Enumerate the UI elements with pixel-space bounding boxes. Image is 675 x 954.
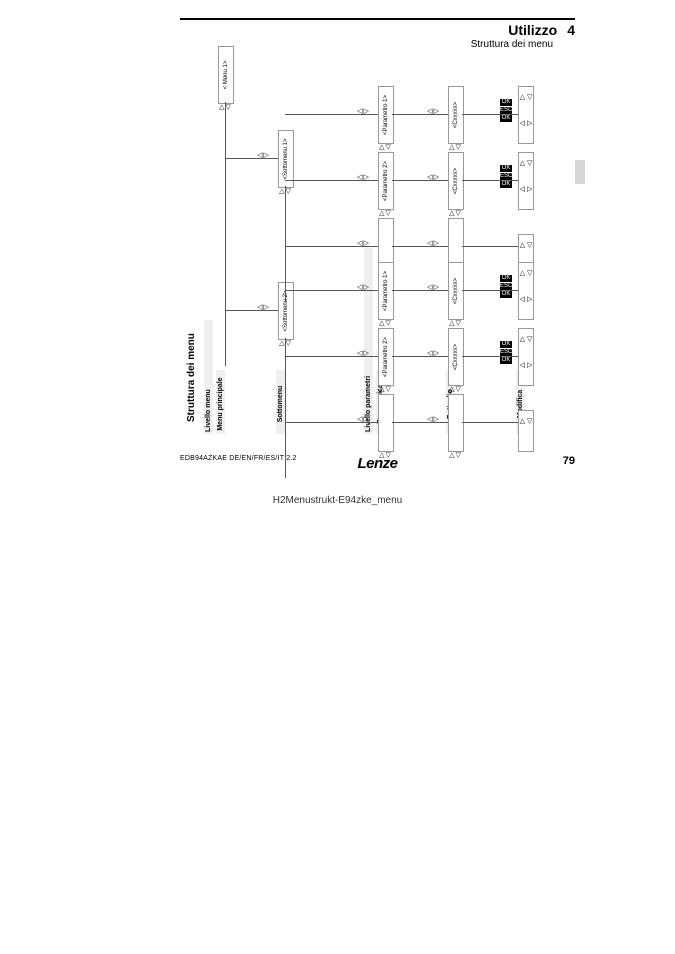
nav-leftright-icon: ◁▷ — [356, 416, 370, 423]
nav-leftright-icon: ◁▷ — [356, 174, 370, 181]
overview-node-5 — [378, 394, 394, 452]
overview-node-3: <Parametro 1> — [378, 262, 394, 320]
nav-leftright-icon: ◁▷ — [426, 240, 440, 247]
nav-updown-icon: △▽ — [448, 320, 462, 327]
nav-leftright-icon: ◁▷ — [426, 284, 440, 291]
footer-doc-code: EDB94AZKAE DE/EN/FR/ES/IT 2.2 — [180, 455, 297, 462]
nav-leftright-icon: ◁▷ — [356, 284, 370, 291]
nav-updown-icon: △▽ — [448, 144, 462, 151]
overview-node-4-label: <Parametro 2> — [383, 337, 389, 377]
nav-leftright-icon: ◁▷ — [356, 240, 370, 247]
key-label: OK — [500, 99, 512, 106]
edit-node-1: △ ▽◁ ▷ — [518, 152, 534, 210]
edit-node-nav: △ ▽ — [519, 241, 533, 251]
nav-updown-icon: △▽ — [378, 386, 392, 393]
group-header-param-level: Livello parametri — [364, 248, 373, 434]
overview-node-1-label: <Parametro 2> — [383, 161, 389, 201]
key-label: ESC — [500, 107, 512, 114]
figure-reference: H2Menustrukt-E94zke_menu — [0, 495, 675, 506]
menu-structure-figure: Struttura dei menu Livello menuLivello p… — [190, 72, 560, 447]
detail-node-0: <Cxxxxx> — [448, 86, 464, 144]
edit-node-nav: △ ▽◁ ▷ — [519, 335, 533, 371]
overview-node-3-label: <Parametro 1> — [383, 271, 389, 311]
edit-node-0: △ ▽◁ ▷ — [518, 86, 534, 144]
overview-node-0: <Parametro 1> — [378, 86, 394, 144]
nav-updown-icon: △▽ — [448, 210, 462, 217]
key-label: OK — [500, 275, 512, 282]
key-label: ESC — [500, 349, 512, 356]
edit-node-nav: △ ▽◁ ▷ — [519, 93, 533, 129]
nav-updown-icon: △▽ — [378, 210, 392, 217]
edit-node-3: △ ▽◁ ▷ — [518, 262, 534, 320]
edit-node-5: △ ▽ — [518, 410, 534, 452]
detail-node-1: <Cxxxxx> — [448, 152, 464, 210]
nav-leftright-icon: ◁▷ — [356, 350, 370, 357]
key-label: ESC — [500, 173, 512, 180]
submenu-node-0-label: <Sottomenu 1> — [283, 138, 289, 179]
column-header-main_menu: Menu principale — [216, 370, 225, 434]
ok-esc-keys: OKESCOK — [500, 340, 512, 365]
connector-line — [225, 102, 226, 366]
main-menu-node-label: < Menu 1> — [223, 61, 229, 90]
nav-leftright-icon: ◁▷ — [356, 108, 370, 115]
footer-logo: Lenze — [357, 455, 397, 472]
figure-section-title: Struttura dei menu — [186, 333, 197, 422]
ok-esc-keys: OKESCOK — [500, 274, 512, 299]
key-label: OK — [500, 341, 512, 348]
nav-updown-icon: △▽ — [378, 144, 392, 151]
detail-node-1-label: <Cxxxxx> — [453, 168, 459, 194]
detail-node-3-label: <Cxxxxx> — [453, 278, 459, 304]
detail-node-4-label: <Cxxxxx> — [453, 344, 459, 370]
page-header: Utilizzo 4 Struttura dei menu — [180, 18, 575, 50]
thumb-tab-marker — [575, 160, 585, 184]
overview-node-4: <Parametro 2> — [378, 328, 394, 386]
connector-line — [462, 422, 518, 423]
key-label: OK — [500, 165, 512, 172]
detail-node-3: <Cxxxxx> — [448, 262, 464, 320]
nav-leftright-icon: ◁▷ — [426, 108, 440, 115]
column-header-submenu: Sottomenu — [276, 370, 285, 434]
nav-updown-icon: △▽ — [378, 320, 392, 327]
page: Utilizzo 4 Struttura dei menu Struttura … — [0, 0, 675, 954]
overview-node-0-label: <Parametro 1> — [383, 95, 389, 135]
key-label: OK — [500, 291, 512, 298]
nav-leftright-icon: ◁▷ — [426, 174, 440, 181]
ok-esc-keys: OKESCOK — [500, 164, 512, 189]
edit-node-4: △ ▽◁ ▷ — [518, 328, 534, 386]
overview-node-1: <Parametro 2> — [378, 152, 394, 210]
key-label: ESC — [500, 283, 512, 290]
connector-line — [225, 158, 278, 159]
connector-line — [285, 186, 286, 302]
connector-line — [225, 310, 278, 311]
key-label: OK — [500, 115, 512, 122]
page-footer: EDB94AZKAE DE/EN/FR/ES/IT 2.2 Lenze 79 — [180, 455, 575, 462]
edit-node-nav: △ ▽ — [519, 417, 533, 427]
main-menu-node: < Menu 1> — [218, 46, 234, 104]
nav-leftright-icon: ◁▷ — [426, 350, 440, 357]
section-number: 4 — [567, 22, 575, 38]
detail-node-4: <Cxxxxx> — [448, 328, 464, 386]
group-header-menu-level: Livello menu — [204, 320, 213, 434]
detail-node-5 — [448, 394, 464, 452]
ok-esc-keys: OKESCOK — [500, 98, 512, 123]
nav-leftright-icon: ◁▷ — [426, 416, 440, 423]
edit-node-nav: △ ▽◁ ▷ — [519, 269, 533, 305]
edit-node-nav: △ ▽◁ ▷ — [519, 159, 533, 195]
key-label: OK — [500, 181, 512, 188]
submenu-node-1-label: <Sottomenu 2> — [283, 290, 289, 331]
page-title: Utilizzo — [508, 22, 557, 38]
page-subtitle: Struttura dei menu — [180, 39, 553, 50]
connector-line — [462, 246, 518, 247]
key-label: OK — [500, 357, 512, 364]
footer-page-number: 79 — [563, 455, 575, 467]
detail-node-0-label: <Cxxxxx> — [453, 102, 459, 128]
nav-updown-icon: △▽ — [448, 386, 462, 393]
